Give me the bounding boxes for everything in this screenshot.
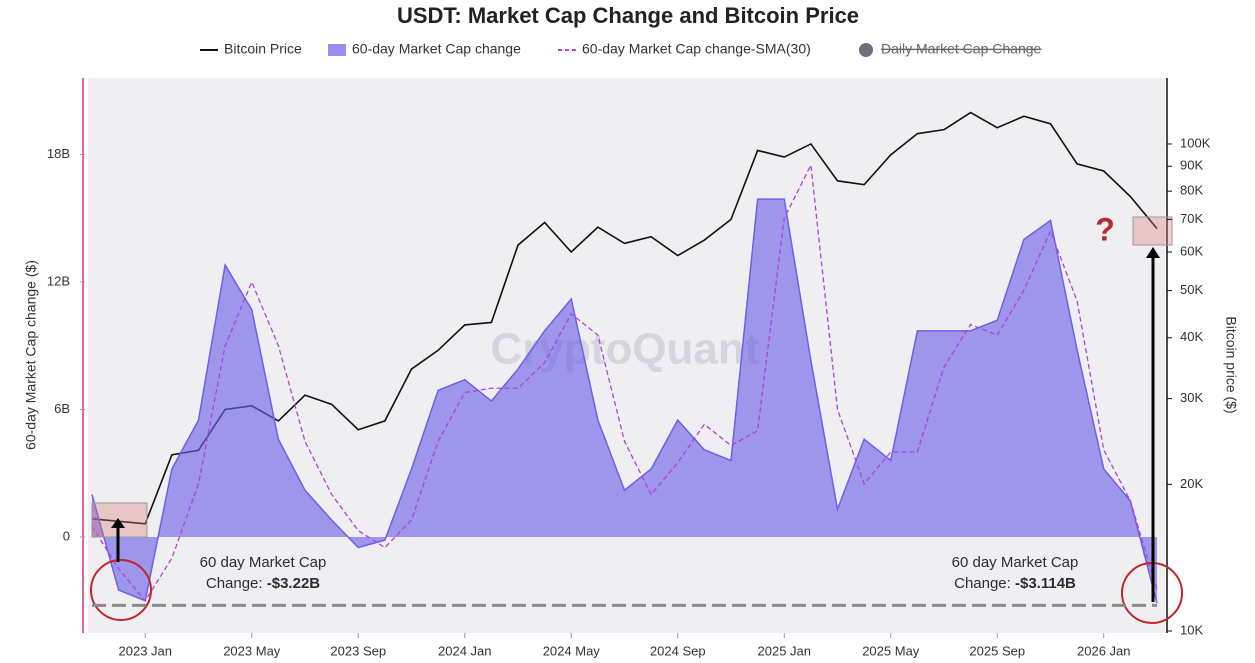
x-tick-label: 2024 Jan xyxy=(438,643,492,658)
y-tick-label: 18B xyxy=(47,146,70,161)
legend-swatch xyxy=(328,44,346,56)
x-tick-label: 2025 Jan xyxy=(758,643,812,658)
y-tick-label: 0 xyxy=(63,528,70,543)
x-tick-label: 2024 Sep xyxy=(650,643,706,658)
y-axis-title: 60-day Market Cap change ($) xyxy=(23,260,39,450)
y2-tick-label: 100K xyxy=(1180,135,1211,150)
arrow-head xyxy=(1146,247,1160,258)
y2-tick-label: 20K xyxy=(1180,476,1203,491)
x-tick-label: 2025 May xyxy=(862,643,920,658)
annotation-value: -$3.114B xyxy=(1015,575,1076,592)
legend-label: Bitcoin Price xyxy=(224,41,302,57)
y2-tick-label: 60K xyxy=(1180,243,1203,258)
annotation-label: Change: xyxy=(954,575,1015,592)
legend-swatch xyxy=(859,43,873,57)
y2-tick-label: 70K xyxy=(1180,211,1203,226)
y2-tick-label: 90K xyxy=(1180,158,1203,173)
area-outline xyxy=(91,198,1158,604)
highlight-circle xyxy=(90,559,152,621)
x-tick-label: 2025 Sep xyxy=(969,643,1025,658)
sma-line xyxy=(91,162,1158,602)
annotation-label: Change: xyxy=(206,575,267,592)
x-tick-label: 2023 Sep xyxy=(330,643,386,658)
x-tick-label: 2023 Jan xyxy=(119,643,173,658)
annotation-line: Change: -$3.114B xyxy=(954,575,1076,592)
area xyxy=(92,199,1157,604)
x-tick-label: 2023 May xyxy=(223,643,281,658)
annotation-value: -$3.22B xyxy=(267,575,321,592)
legend-label: 60-day Market Cap change-SMA(30) xyxy=(582,41,811,57)
decorations: ? xyxy=(90,211,1183,624)
y-tick-label: 12B xyxy=(47,273,70,288)
annotation-line: 60 day Market Cap xyxy=(200,554,327,571)
y2-tick-label: 50K xyxy=(1180,282,1203,297)
plot-marks xyxy=(91,111,1158,604)
arrow-head xyxy=(111,518,125,528)
annotation-line: Change: -$3.22B xyxy=(206,575,320,592)
y-tick-label: 6B xyxy=(54,401,70,416)
y2-tick-label: 80K xyxy=(1180,183,1203,198)
highlight-box xyxy=(1132,216,1173,246)
legend-label-hidden: Daily Market Cap Change xyxy=(881,41,1042,57)
legend-label: 60-day Market Cap change xyxy=(352,41,521,57)
y2-axis-title: Bitcoin price ($) xyxy=(1223,316,1239,413)
y2-tick-label: 40K xyxy=(1180,329,1203,344)
y2-tick-label: 10K xyxy=(1180,622,1203,637)
question-mark: ? xyxy=(1095,211,1115,247)
annotation-line: 60 day Market Cap xyxy=(952,554,1079,571)
x-tick-label: 2024 May xyxy=(543,643,601,658)
y2-tick-label: 30K xyxy=(1180,390,1203,405)
chart-title: USDT: Market Cap Change and Bitcoin Pric… xyxy=(397,3,859,28)
x-tick-label: 2026 Jan xyxy=(1077,643,1131,658)
